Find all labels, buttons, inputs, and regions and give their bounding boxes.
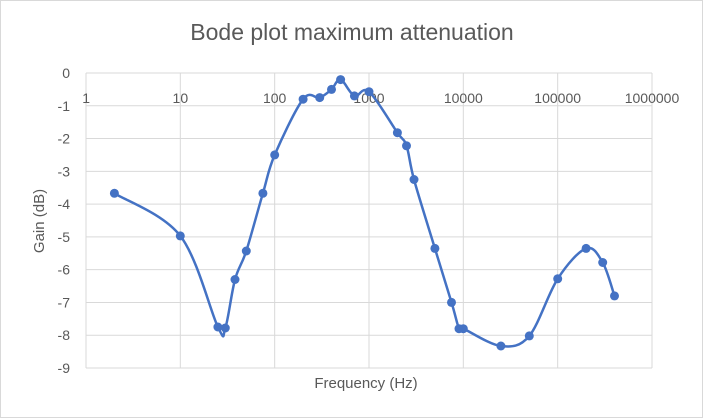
y-axis-title: Gain (dB)	[31, 189, 48, 253]
y-tick-labels: 0 -1 -2 -3 -4 -5 -6 -7 -8 -9	[58, 65, 71, 376]
data-point	[430, 243, 440, 253]
y-tick-label: -9	[58, 360, 71, 376]
y-tick-label: -4	[58, 196, 71, 212]
data-point	[581, 243, 591, 253]
series-points	[109, 75, 619, 351]
y-tick-label: -8	[58, 327, 71, 343]
data-point	[336, 75, 346, 85]
data-point	[496, 341, 506, 351]
data-point	[327, 84, 336, 94]
y-tick-label: -5	[58, 229, 71, 245]
y-tick-label: -7	[58, 294, 71, 310]
y-tick-label: 0	[62, 65, 70, 81]
grid	[85, 72, 653, 369]
data-point	[230, 275, 240, 284]
data-point	[270, 150, 280, 160]
data-point	[175, 231, 185, 241]
data-point	[610, 291, 619, 301]
x-axis-title: Frequency (Hz)	[314, 375, 417, 392]
x-tick-labels: 1 10 100 1000 10000 100000 1000000	[82, 90, 679, 106]
x-tick-label: 10	[173, 90, 189, 106]
data-point	[458, 324, 468, 334]
series-line	[113, 78, 616, 348]
x-tick-label: 1000000	[625, 90, 680, 106]
x-tick-label: 1	[82, 90, 90, 106]
data-point	[598, 258, 608, 267]
data-point	[258, 188, 268, 198]
data-point	[447, 297, 456, 307]
data-point	[553, 274, 563, 284]
data-point	[392, 128, 402, 138]
data-point	[220, 323, 230, 333]
data-point	[298, 94, 308, 104]
data-point	[349, 91, 359, 101]
x-tick-label: 10000	[444, 90, 483, 106]
data-point	[402, 141, 411, 151]
chart-title: Bode plot maximum attenuation	[190, 19, 513, 45]
y-tick-label: -3	[58, 163, 71, 179]
y-tick-label: -1	[58, 98, 71, 114]
x-tick-label: 100000	[534, 90, 581, 106]
data-point	[109, 188, 119, 198]
data-point	[364, 87, 374, 97]
data-point	[213, 322, 223, 332]
y-tick-label: -6	[58, 262, 71, 278]
data-point	[241, 246, 251, 256]
y-tick-label: -2	[58, 131, 71, 147]
data-point	[524, 331, 534, 341]
x-tick-label: 100	[263, 90, 287, 106]
data-point	[315, 93, 325, 103]
data-point	[409, 175, 419, 184]
